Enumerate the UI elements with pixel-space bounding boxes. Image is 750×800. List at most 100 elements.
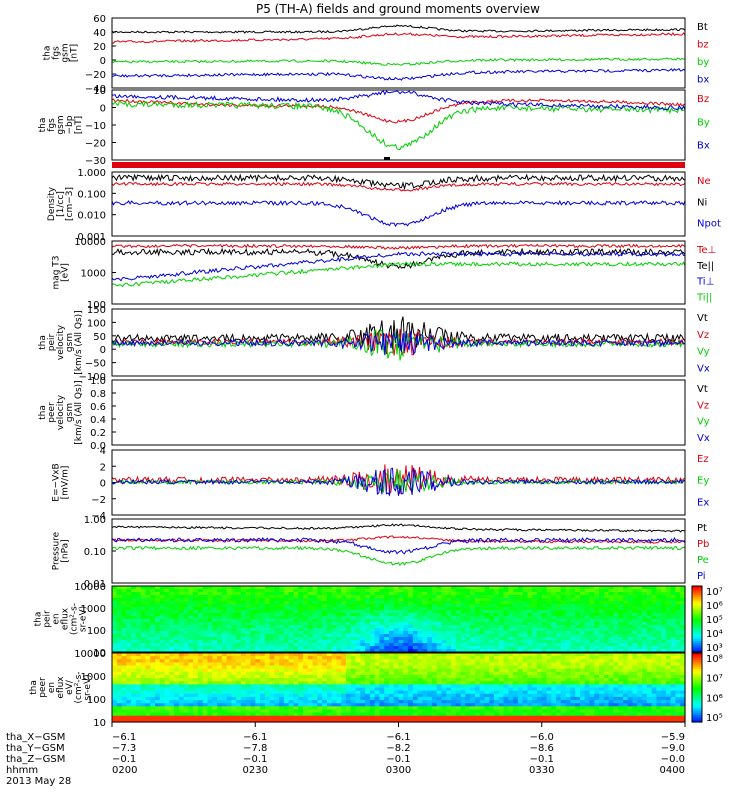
spectrogram-cell (288, 681, 295, 685)
spectrogram-cell (365, 668, 371, 673)
spectrogram-cell (169, 693, 175, 698)
spectrogram-cell (307, 592, 314, 596)
spectrogram-cell (441, 687, 447, 692)
spectrogram-cell (307, 613, 314, 617)
spectrogram-cell (513, 640, 519, 644)
spectrogram-cell (670, 681, 677, 685)
spectrogram-cell (532, 674, 538, 679)
spectrogram-cell (489, 674, 495, 679)
spectrogram-cell (665, 653, 672, 657)
spectrogram (112, 653, 686, 723)
spectrogram-cell (565, 659, 571, 664)
spectrogram-cell (236, 687, 242, 692)
spectrogram-cell (312, 659, 318, 664)
spectrogram-cell (403, 653, 409, 657)
spectrogram-cell (379, 625, 385, 629)
spectrogram-cell (680, 601, 686, 605)
spectrogram-cell (675, 678, 681, 682)
spectrogram-cell (680, 671, 686, 676)
spectrogram-cell (303, 643, 309, 647)
spectrogram-cell (656, 592, 662, 596)
spectrogram-cell (193, 678, 199, 682)
spectrogram-cell (408, 592, 414, 596)
spectrogram-cell (154, 634, 161, 638)
spectrogram-cell (508, 665, 514, 670)
spectrogram-cell (484, 637, 490, 641)
spectrogram-cell (579, 690, 586, 695)
ytick-label: 100 (87, 695, 106, 706)
spectrogram-cell (322, 700, 328, 704)
spectrogram-cell (260, 659, 266, 664)
spectrogram-cell (126, 589, 132, 593)
spectrogram-cell (412, 687, 419, 692)
spectrogram-cell (331, 678, 338, 682)
spectrogram-cell (207, 649, 213, 653)
spectrogram-cell (217, 631, 223, 635)
spectrogram-cell (126, 625, 132, 629)
spectrogram-cell (369, 687, 376, 692)
spectrogram-cell (164, 653, 170, 657)
spectrogram-cell (584, 586, 591, 590)
spectrogram-cell (670, 693, 677, 698)
spectrogram-cell (570, 687, 576, 692)
spectrogram-cell (656, 604, 662, 608)
spectrogram-cell (317, 700, 323, 704)
spectrogram-cell (345, 665, 352, 670)
spectrogram-cell (365, 662, 371, 667)
spectrogram-cell (312, 625, 318, 629)
spectrogram-cell (427, 656, 433, 660)
legend-ez: Ez (697, 454, 709, 465)
spectrogram-cell (307, 595, 314, 599)
spectrogram-cell (465, 586, 471, 590)
spectrogram-cell (565, 656, 571, 660)
spectrogram-cell (527, 665, 533, 670)
spectrogram-cell (579, 653, 586, 657)
spectrogram-cell (159, 678, 166, 682)
spectrogram-cell (217, 640, 223, 644)
spectrogram-cell (193, 631, 199, 635)
spectrogram-cell (474, 607, 481, 611)
spectrogram-cell (303, 687, 309, 692)
spectrogram-cell (212, 613, 218, 617)
spectrogram-cell (240, 616, 247, 620)
spectrogram-cell (613, 628, 619, 632)
spectrogram-cell (675, 586, 681, 590)
spectrogram-cell (188, 640, 194, 644)
spectrogram-cell (546, 589, 552, 593)
spectrogram-cell (637, 674, 643, 679)
spectrogram-cell (618, 640, 624, 644)
spectrogram-cell (546, 607, 552, 611)
spectrogram-cell (264, 696, 271, 701)
spectrogram-cell (575, 668, 581, 673)
spectrogram-cell (436, 693, 443, 698)
panel-frame (111, 518, 686, 584)
spectrogram-cell (212, 640, 218, 644)
spectrogram-cell (536, 646, 543, 650)
spectrogram-cell (589, 625, 595, 629)
spectrogram-cell (159, 674, 166, 679)
spectrogram-cell (154, 687, 161, 692)
spectrogram-cell (379, 610, 385, 614)
spectrogram-cell (240, 674, 247, 679)
spectrogram-cell (183, 595, 189, 599)
spectrogram-cell (384, 589, 390, 593)
spectrogram-cell (570, 684, 576, 689)
legend-pi: Pi (697, 571, 706, 582)
spectrogram-cell (283, 619, 290, 623)
spectrogram-cell (431, 619, 438, 623)
spectrogram-cell (646, 678, 653, 682)
spectrogram-cell (264, 640, 271, 644)
spectrogram-cell (541, 703, 548, 707)
spectrogram-cell (427, 681, 433, 685)
spectrogram-cell (188, 634, 194, 638)
spectrogram-cell (150, 690, 156, 695)
spectrogram-cell (680, 634, 686, 638)
spectrogram-cell (374, 640, 380, 644)
spectrogram-cell (317, 619, 323, 623)
spectrogram-cell (536, 671, 543, 676)
spectrogram-cell (661, 665, 667, 670)
spectrogram-cell (145, 622, 151, 626)
spectrogram-cell (159, 665, 166, 670)
spectrogram-cell (546, 681, 552, 685)
spectrogram-cell (446, 649, 452, 653)
